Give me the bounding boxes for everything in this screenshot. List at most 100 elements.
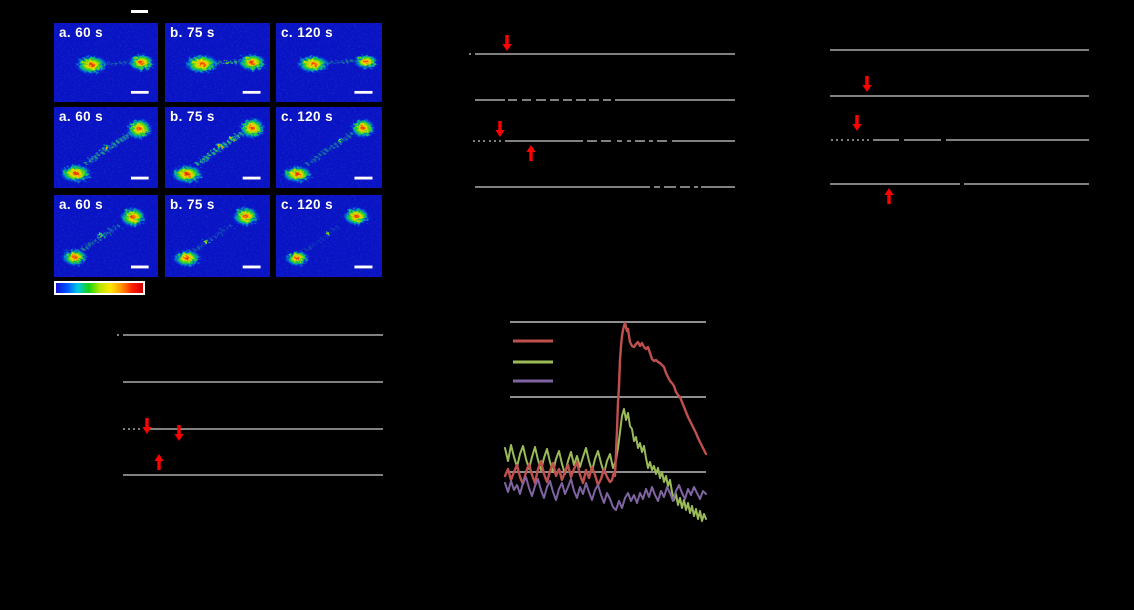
image-panel-label: a. 60 s (59, 109, 104, 124)
tether-glow (83, 131, 133, 166)
blob-group (172, 205, 260, 268)
fluorescence-blob (119, 206, 147, 228)
event-arrow-down-icon (495, 121, 505, 137)
tether (304, 225, 341, 252)
scale-bar (242, 265, 261, 269)
trace-dot (489, 140, 491, 142)
image-panel-row-1-horizontal-pair-col2: b. 75 s (165, 23, 270, 102)
fluorescence-image (276, 195, 382, 277)
fluorescence-blob (61, 248, 89, 267)
fluorescence-image (165, 23, 270, 102)
trace-dot (473, 140, 475, 142)
series-red-trace (503, 321, 708, 487)
tether-bright-spot (97, 232, 105, 240)
trace-dot (117, 334, 119, 336)
trace-dot (847, 139, 849, 141)
fluorescence-blob (127, 53, 155, 72)
scale-bar (354, 176, 373, 180)
event-arrow-up-icon (884, 188, 894, 204)
event-arrow-down-icon (502, 35, 512, 51)
tether (193, 223, 234, 252)
trace-dot (852, 139, 854, 141)
image-panel-label: c. 120 s (281, 197, 333, 212)
fluorescence-blob (342, 206, 371, 227)
fluorescence-blob (232, 205, 260, 227)
series-green-trace (504, 408, 707, 522)
scale-bar (354, 265, 373, 269)
blob-group (284, 206, 371, 267)
fluorescence-image (276, 107, 382, 188)
image-panel-row-3-diagonal-separated-col3: c. 120 s (276, 195, 382, 277)
blob-group (61, 206, 147, 267)
scale-bar (242, 90, 261, 94)
fluorescence-blob (296, 54, 331, 74)
fluorescence-image (276, 23, 382, 102)
trace-dot (138, 428, 140, 430)
fluorescence-blob (74, 54, 109, 76)
tether-bright-spot (325, 231, 331, 236)
event-arrow-down-icon (862, 76, 872, 92)
fluorescence-image (165, 195, 270, 277)
image-panel-label: c. 120 s (281, 25, 333, 40)
image-panel-label: c. 120 s (281, 109, 333, 124)
scale-bar (354, 90, 373, 94)
series-purple-trace (504, 476, 707, 511)
tether (305, 132, 355, 166)
fluorescence-image (54, 107, 158, 188)
trace-dot (841, 139, 843, 141)
tether-bright-spot (336, 137, 343, 143)
image-panel-row-3-diagonal-separated-col1: a. 60 s (54, 195, 158, 277)
event-arrow-down-icon (142, 418, 152, 434)
trace-dot (499, 140, 501, 142)
trace-dot (867, 139, 869, 141)
fluorescence-image (165, 107, 270, 188)
trace-dot (133, 428, 135, 430)
top-scale-bar (131, 10, 148, 13)
trace-dot (862, 139, 864, 141)
tether-bright-spot (102, 144, 110, 151)
blob-group (170, 116, 266, 184)
tether-glow (80, 223, 122, 252)
fluorescence-blob (172, 249, 202, 268)
trace-dot (483, 140, 485, 142)
image-panel-row-2-diagonal-pair-col1: a. 60 s (54, 107, 158, 188)
fluorescence-blob (125, 117, 153, 141)
image-panel-row-2-diagonal-pair-col3: c. 120 s (276, 107, 382, 188)
trace-dot (128, 428, 130, 430)
image-panel-row-1-horizontal-pair-col3: c. 120 s (276, 23, 382, 102)
blob-group (183, 53, 267, 75)
scale-bar (130, 265, 149, 269)
event-arrow-up-icon (154, 454, 164, 470)
image-panel-label: b. 75 s (170, 197, 215, 212)
fluorescence-blob (183, 53, 220, 75)
fluorescence-blob (284, 249, 310, 267)
trace-dot (857, 139, 859, 141)
tether-bright-spot (215, 142, 224, 150)
image-panel-row-3-diagonal-separated-col2: b. 75 s (165, 195, 270, 277)
fluorescence-blob (281, 165, 314, 184)
fluorescence-blob (59, 163, 93, 184)
fluorescence-blob (350, 117, 376, 139)
trace-dot (494, 140, 496, 142)
tether-bright-spot (228, 134, 235, 141)
blob-group (296, 53, 379, 74)
fluorescence-image (54, 23, 158, 102)
event-arrow-up-icon (526, 145, 536, 161)
image-panel-label: a. 60 s (59, 197, 104, 212)
blob-group (74, 53, 155, 76)
tether-bright-spot (202, 238, 210, 245)
trace-dot (478, 140, 480, 142)
event-arrow-down-icon (852, 115, 862, 131)
fluorescence-blob (170, 164, 204, 184)
fluorescence-blob (353, 53, 379, 70)
event-arrow-down-icon (174, 425, 184, 441)
blob-group (281, 117, 376, 184)
trace-dot (123, 428, 125, 430)
image-panel-label: a. 60 s (59, 25, 104, 40)
fluorescence-image (54, 195, 158, 277)
scale-bar (130, 90, 149, 94)
intensity-colorbar (54, 281, 145, 295)
trace-dot (836, 139, 838, 141)
